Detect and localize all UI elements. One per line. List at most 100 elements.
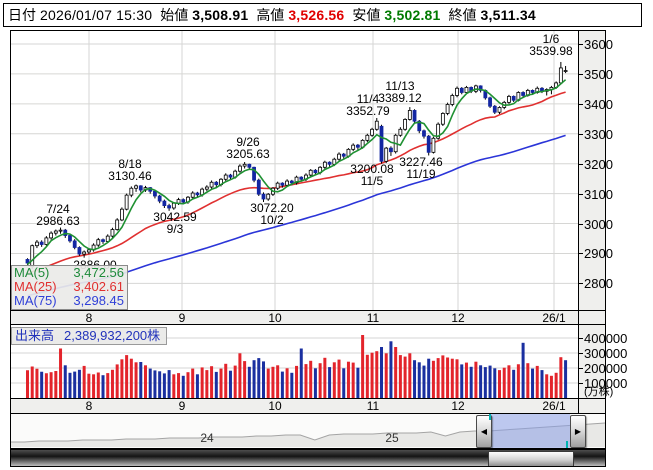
volume-bar-up	[450, 358, 454, 398]
volume-bar-down	[280, 371, 284, 398]
low-label: 安値	[352, 7, 381, 23]
candle-down	[101, 239, 105, 242]
volume-bar-down	[262, 361, 265, 398]
volume-bar-down	[389, 341, 393, 398]
volume-bar-up	[408, 353, 412, 398]
volume-bar-up	[304, 364, 308, 398]
volume-bar-down	[148, 368, 152, 398]
candle-up	[204, 186, 209, 190]
price-tickmark	[579, 44, 583, 45]
volume-bar-up	[545, 374, 549, 398]
range-tick-end	[566, 441, 568, 448]
ma5-line	[26, 79, 567, 266]
candle-up	[129, 187, 134, 196]
volume-bar-up	[224, 363, 228, 398]
volume-bar-up	[498, 370, 501, 398]
price-chart[interactable]	[11, 31, 578, 310]
candle-down	[153, 190, 157, 197]
open-label: 始値	[160, 7, 189, 23]
candle-down	[341, 153, 346, 157]
volume-tickmark	[579, 383, 583, 384]
candle-up	[285, 180, 290, 186]
price-tickmark	[579, 133, 583, 135]
price-tick-label: 2900	[584, 246, 613, 262]
candle-up	[266, 193, 271, 200]
volume-bar-down	[139, 362, 143, 398]
candle-down	[459, 87, 464, 93]
candle-down	[157, 195, 162, 202]
month-label: 10	[268, 311, 282, 325]
volume-bar-down	[228, 370, 232, 398]
candle-down	[422, 130, 426, 137]
volume-bar-up	[337, 359, 341, 398]
candle-down	[214, 181, 219, 186]
volume-bar-up	[332, 362, 336, 398]
candle-up	[294, 176, 299, 184]
candle-up	[58, 229, 63, 232]
price-x-axis: 8 9 10 11 12 26/1	[10, 311, 605, 325]
month-label: 26/1	[542, 399, 566, 413]
horizontal-scrollbar[interactable]	[10, 449, 605, 467]
volume-bar-up	[44, 373, 48, 398]
candle-down	[39, 241, 44, 245]
volume-bar-up	[191, 368, 195, 398]
volume-bar-up	[92, 374, 96, 398]
month-label: 8	[85, 311, 93, 325]
candle-up	[445, 104, 450, 114]
frame-axis1-top	[10, 310, 606, 311]
month-label: 12	[451, 399, 465, 413]
volume-bar-down	[422, 365, 426, 398]
volume-bar-up	[82, 365, 86, 398]
high-label: 高値	[256, 7, 285, 23]
volume-bar-up	[219, 368, 223, 398]
range-tick-start	[489, 414, 491, 420]
volume-bar-up	[243, 361, 247, 398]
candle-up	[134, 185, 138, 189]
candle-up	[171, 202, 176, 209]
volume-bar-up	[177, 373, 181, 398]
candle-down	[488, 97, 492, 107]
volume-bar-up	[431, 360, 435, 398]
range-left-arrow-button[interactable]: ◀	[476, 415, 492, 448]
left-arrow-icon: ◀	[480, 427, 488, 436]
volume-bar-up	[271, 366, 275, 398]
candle-up	[82, 251, 87, 255]
candle-down	[77, 247, 82, 255]
volume-bar-up	[446, 357, 450, 398]
candle-down	[417, 120, 422, 132]
volume-bar-down	[328, 367, 332, 398]
candle-up	[115, 219, 120, 230]
date-value: 2026/01/07 15:30	[40, 7, 153, 23]
candle-down	[138, 185, 143, 191]
volume-bar-down	[101, 375, 105, 398]
range-navigator[interactable]: ◀ ▶ 24 25	[10, 414, 605, 448]
candle-up	[403, 119, 408, 130]
frame-axis1-bottom	[10, 324, 606, 325]
volume-bar-up	[516, 364, 520, 398]
scrollbar-thumb[interactable]	[488, 451, 574, 467]
volume-bar-down	[540, 370, 544, 398]
range-right-arrow-button[interactable]: ▶	[570, 415, 586, 448]
quote-header: 日付 2026/01/07 15:30 始値 3,508.91 高値 3,526…	[3, 3, 642, 27]
candle-down	[181, 199, 186, 203]
candle-up	[49, 232, 53, 239]
volume-bar-down	[167, 370, 171, 398]
volume-bar-up	[120, 359, 124, 398]
volume-bar-down	[380, 347, 383, 398]
candle-down	[256, 179, 261, 195]
candle-up	[35, 241, 39, 247]
volume-bar-up	[285, 368, 289, 398]
volume-bar-up	[526, 363, 530, 398]
month-label: 8	[85, 399, 93, 413]
volume-bar-down	[427, 358, 431, 398]
candle-up	[384, 147, 389, 162]
volume-y-axis: 400000300000200000100000(万株)	[579, 325, 627, 398]
candle-down	[228, 174, 233, 178]
candle-down	[68, 235, 72, 242]
candle-down	[355, 144, 360, 148]
range-selection[interactable]	[490, 414, 570, 448]
ma-legend-value: 3,472.56	[73, 265, 124, 280]
candle-up	[223, 174, 228, 180]
ma-legend: MA(5) 3,472.56 MA(25) 3,402.61 MA(75) 3,298.4…	[11, 265, 128, 310]
volume-bar-up	[238, 353, 242, 398]
